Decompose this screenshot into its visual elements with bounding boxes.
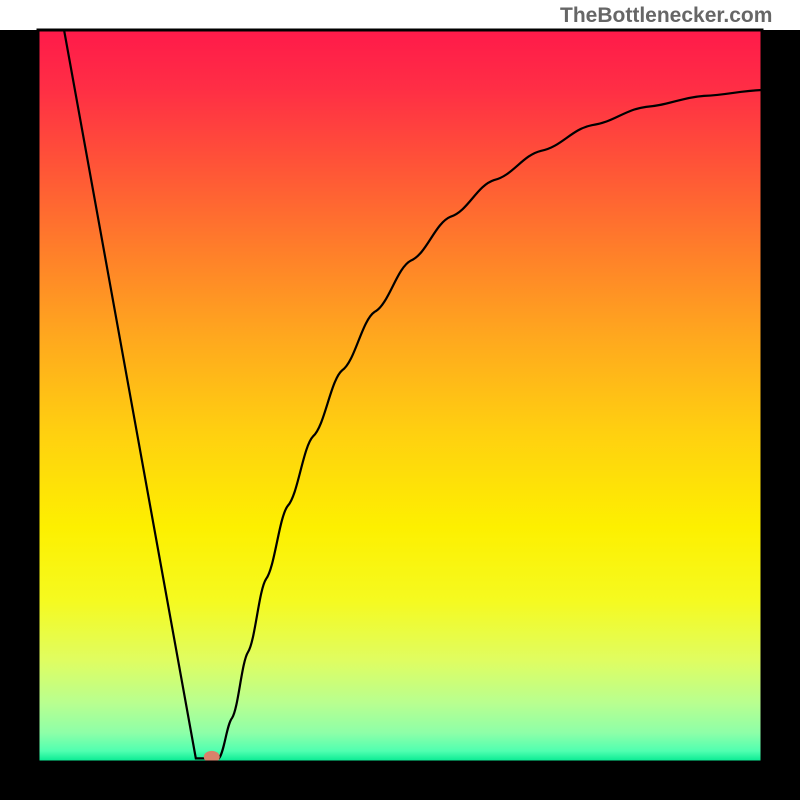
outer-border-bottom — [0, 762, 800, 800]
watermark-text: TheBottlenecker.com — [560, 4, 772, 28]
plot-background — [38, 30, 762, 762]
outer-border-right — [762, 30, 800, 800]
bottleneck-chart: TheBottlenecker.com — [0, 0, 800, 800]
outer-border-left — [0, 30, 38, 800]
chart-svg — [0, 0, 800, 800]
